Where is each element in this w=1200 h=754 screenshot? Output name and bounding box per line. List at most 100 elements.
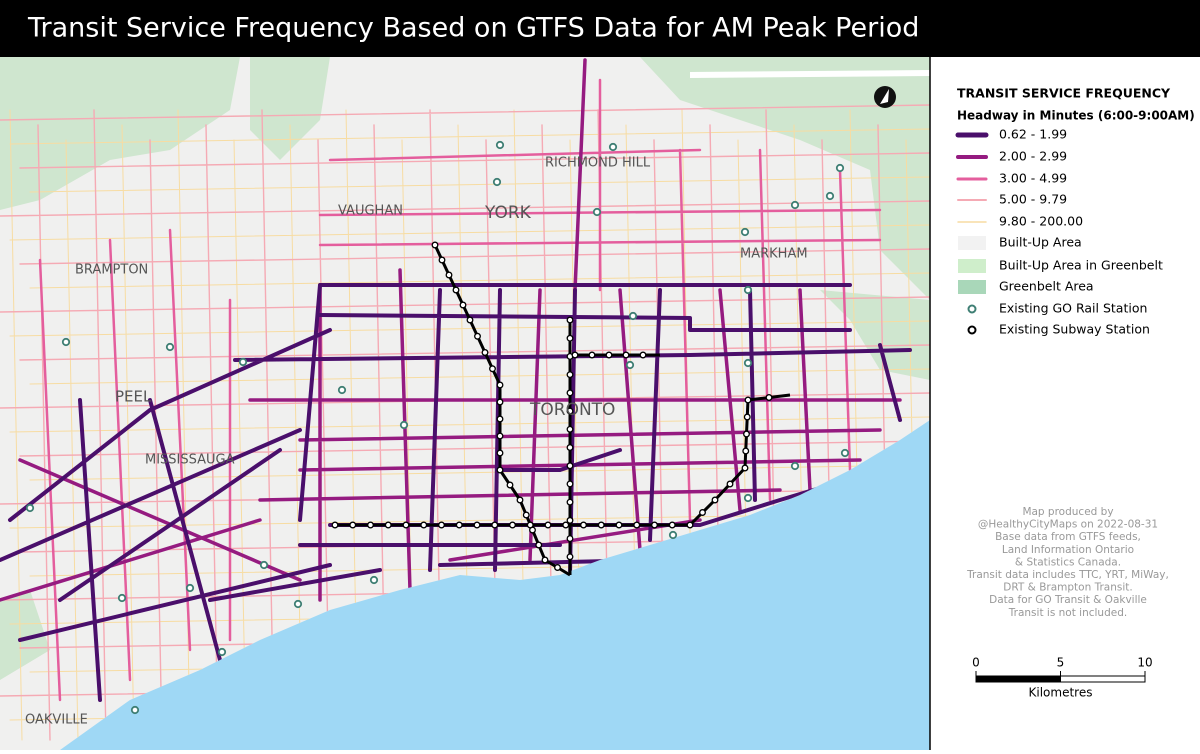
subway-station bbox=[466, 316, 474, 324]
subway-station bbox=[615, 521, 623, 529]
subway-station bbox=[742, 447, 750, 455]
subway-station bbox=[566, 371, 574, 379]
go-station bbox=[399, 420, 409, 430]
subway-station bbox=[522, 511, 530, 519]
subway-station bbox=[686, 521, 694, 529]
place-label: BRAMPTON bbox=[75, 263, 148, 278]
subway-station bbox=[554, 564, 561, 571]
greenbelt bbox=[0, 57, 930, 680]
scale-label: 5 bbox=[1057, 656, 1065, 670]
subway-station bbox=[431, 241, 439, 249]
credits: Map produced by@HealthyCityMaps on 2022-… bbox=[966, 506, 1169, 619]
subway-station bbox=[402, 521, 410, 529]
subway-station bbox=[765, 394, 773, 401]
scale-segment bbox=[975, 675, 1061, 683]
subway-station bbox=[496, 466, 504, 474]
land bbox=[0, 57, 930, 750]
subway-station bbox=[597, 521, 605, 529]
subway-station bbox=[438, 521, 445, 529]
legend-label: Greenbelt Area bbox=[999, 279, 1094, 294]
subway-station bbox=[571, 351, 579, 359]
subway-station bbox=[496, 432, 504, 440]
go-station bbox=[238, 357, 248, 367]
go-station bbox=[668, 530, 678, 540]
subway-station bbox=[544, 521, 552, 529]
legend-swatch bbox=[958, 259, 986, 273]
subway-station bbox=[566, 407, 574, 415]
subway-station bbox=[496, 415, 504, 423]
credit-line: Map produced by bbox=[1022, 506, 1113, 518]
credit-line: Land Information Ontario bbox=[1002, 544, 1134, 556]
stations bbox=[25, 140, 850, 715]
subway-station bbox=[566, 316, 574, 324]
go-station bbox=[495, 140, 505, 150]
subway-station bbox=[491, 521, 499, 529]
place-label: PEEL bbox=[115, 388, 152, 406]
highways bbox=[690, 70, 930, 78]
subway-station bbox=[639, 351, 647, 359]
go-station bbox=[608, 142, 618, 152]
go-station bbox=[259, 560, 269, 570]
credit-line: & Statistics Canada. bbox=[1015, 556, 1121, 568]
subway-station bbox=[566, 444, 574, 451]
go-station bbox=[592, 207, 602, 217]
map: BRAMPTON PEEL MISSISSAUGA VAUGHAN YORK RICHMO… bbox=[0, 57, 930, 750]
subway-station bbox=[566, 516, 574, 524]
subway-station bbox=[566, 535, 574, 543]
subway-station bbox=[496, 449, 504, 457]
subway-station bbox=[651, 521, 658, 529]
subway-station bbox=[496, 398, 504, 406]
subway-station bbox=[668, 521, 676, 529]
subway-station bbox=[481, 349, 489, 356]
legend-label: 3.00 - 4.99 bbox=[999, 171, 1067, 186]
subway-station bbox=[489, 365, 496, 373]
legend-label: Built-Up Area in Greenbelt bbox=[999, 258, 1163, 273]
go-station bbox=[740, 227, 750, 237]
subway-station bbox=[459, 301, 467, 309]
scale-bar: 0 5 10 Kilometres bbox=[972, 656, 1152, 700]
credit-line: @HealthyCityMaps on 2022-08-31 bbox=[978, 519, 1158, 531]
subway-station bbox=[580, 521, 587, 529]
go-station bbox=[117, 593, 127, 603]
place-label: OAKVILLE bbox=[25, 713, 88, 728]
go-station bbox=[840, 448, 850, 458]
subway-station bbox=[473, 521, 481, 529]
subway-station bbox=[743, 413, 751, 421]
subway-station bbox=[331, 521, 339, 529]
go-station bbox=[743, 358, 753, 368]
subway-station bbox=[367, 521, 374, 529]
subway-station bbox=[526, 521, 534, 529]
go-station bbox=[790, 461, 800, 471]
subway-station bbox=[474, 332, 481, 340]
map-title: Transit Service Frequency Based on GTFS … bbox=[27, 13, 919, 44]
go-station bbox=[25, 503, 35, 513]
go-station bbox=[61, 337, 71, 347]
legend-title: TRANSIT SERVICE FREQUENCY bbox=[957, 86, 1171, 101]
subway-station bbox=[349, 521, 357, 529]
legend-label: Existing Subway Station bbox=[999, 322, 1150, 337]
scale-label: 10 bbox=[1137, 656, 1152, 670]
subway-station bbox=[566, 425, 574, 433]
go-station bbox=[337, 385, 347, 395]
go-station bbox=[625, 360, 635, 370]
subway-station bbox=[588, 351, 596, 359]
legend-swatch bbox=[958, 236, 986, 250]
subway-station bbox=[566, 334, 574, 342]
subway-station bbox=[506, 481, 514, 489]
subway-station bbox=[566, 480, 574, 488]
credit-line: Base data from GTFS feeds, bbox=[995, 531, 1141, 543]
place-label: TORONTO bbox=[529, 400, 615, 420]
legend-label: Existing GO Rail Station bbox=[999, 301, 1147, 316]
place-label: VAUGHAN bbox=[338, 204, 403, 219]
subway-station bbox=[566, 389, 574, 397]
legend-label: 9.80 - 200.00 bbox=[999, 214, 1083, 229]
subway-station bbox=[384, 521, 392, 529]
place-label: YORK bbox=[484, 203, 532, 223]
go-station bbox=[628, 311, 638, 321]
go-station bbox=[293, 599, 303, 609]
subway-station bbox=[744, 396, 752, 404]
subway-station bbox=[541, 556, 549, 564]
scale-unit: Kilometres bbox=[1029, 686, 1093, 700]
go-station bbox=[185, 583, 195, 593]
